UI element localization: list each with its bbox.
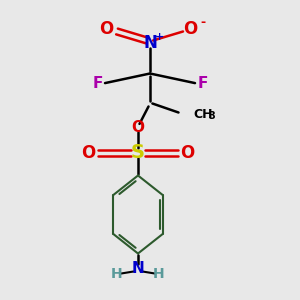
Text: -: -: [200, 16, 205, 29]
Text: N: N: [132, 261, 144, 276]
Text: 3: 3: [208, 111, 215, 122]
Text: CH: CH: [194, 107, 213, 121]
Text: S: S: [131, 143, 145, 163]
Text: F: F: [197, 76, 208, 92]
Text: O: O: [81, 144, 96, 162]
Text: O: O: [99, 20, 114, 38]
Text: +: +: [154, 32, 164, 42]
Text: O: O: [131, 120, 145, 135]
Text: H: H: [111, 268, 123, 281]
Text: H: H: [153, 268, 165, 281]
Text: O: O: [180, 144, 195, 162]
Text: N: N: [143, 34, 157, 52]
Text: F: F: [92, 76, 103, 92]
Text: O: O: [183, 20, 198, 38]
